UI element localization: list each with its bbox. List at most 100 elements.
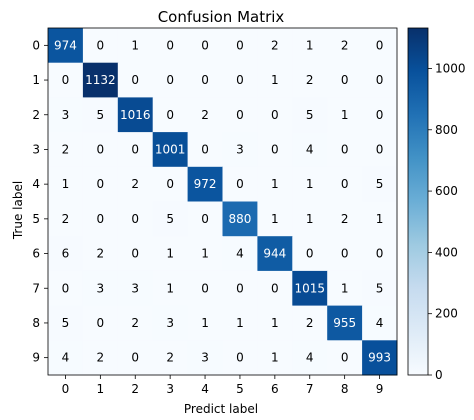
heatmap-cell-value: 0 bbox=[341, 247, 349, 261]
heatmap-cell-value: 1001 bbox=[155, 142, 186, 156]
heatmap-cell bbox=[82, 166, 119, 202]
heatmap-cell-value: 1016 bbox=[120, 108, 151, 122]
heatmap-cell-value: 0 bbox=[166, 38, 174, 52]
heatmap-cell bbox=[257, 28, 293, 64]
heatmap-cell-value: 0 bbox=[201, 212, 209, 226]
heatmap-cell-value: 3 bbox=[236, 142, 244, 156]
heatmap-cell bbox=[117, 166, 154, 202]
heatmap-cell bbox=[187, 340, 223, 376]
heatmap-cell bbox=[82, 270, 119, 307]
heatmap-cell-value: 2 bbox=[341, 212, 349, 226]
heatmap-cell-value: 4 bbox=[62, 351, 70, 365]
heatmap-cell bbox=[82, 305, 119, 341]
heatmap-cell bbox=[82, 97, 119, 133]
heatmap-cell-value: 0 bbox=[376, 73, 384, 87]
heatmap-cell bbox=[362, 305, 398, 341]
colorbar-tick-label: 400 bbox=[435, 245, 458, 259]
heatmap-cell-value: 0 bbox=[306, 247, 314, 261]
heatmap-cell bbox=[48, 270, 84, 307]
heatmap-cell-value: 0 bbox=[341, 177, 349, 191]
heatmap-cell-value: 0 bbox=[271, 108, 279, 122]
heatmap-cell bbox=[82, 132, 119, 168]
heatmap-cell-value: 3 bbox=[131, 281, 139, 295]
x-tick-label: 2 bbox=[131, 382, 139, 396]
heatmap-cell-value: 0 bbox=[341, 73, 349, 87]
heatmap-cell bbox=[292, 28, 328, 64]
heatmap-cell bbox=[362, 236, 398, 272]
heatmap-cells bbox=[47, 27, 398, 376]
heatmap-cell bbox=[117, 340, 154, 376]
heatmap-cell bbox=[82, 201, 119, 237]
heatmap-cell bbox=[292, 340, 328, 376]
heatmap-cell-value: 4 bbox=[306, 142, 314, 156]
heatmap-cell bbox=[152, 201, 189, 237]
heatmap-cell bbox=[187, 132, 223, 168]
heatmap-cell bbox=[222, 270, 258, 307]
heatmap-cell bbox=[152, 166, 189, 202]
heatmap-cell bbox=[222, 132, 258, 168]
heatmap-cell bbox=[327, 132, 363, 168]
heatmap-cell-value: 4 bbox=[236, 247, 244, 261]
heatmap-cell-value: 1 bbox=[341, 281, 349, 295]
heatmap-cell-value: 2 bbox=[62, 142, 70, 156]
heatmap-cell-value: 0 bbox=[131, 142, 139, 156]
heatmap-cell-value: 2 bbox=[97, 351, 105, 365]
colorbar-tick-label: 800 bbox=[435, 123, 458, 137]
heatmap-cell bbox=[48, 201, 84, 237]
x-tick-label: 4 bbox=[201, 382, 209, 396]
x-tick-label: 8 bbox=[341, 382, 349, 396]
heatmap-cell-value: 0 bbox=[271, 281, 279, 295]
heatmap-cell bbox=[187, 270, 223, 307]
heatmap-cell-value: 1 bbox=[236, 316, 244, 330]
heatmap-cell bbox=[362, 62, 398, 98]
heatmap-cell-value: 2 bbox=[271, 38, 279, 52]
heatmap-cell bbox=[327, 340, 363, 376]
heatmap-cell-value: 2 bbox=[131, 316, 139, 330]
heatmap-cell bbox=[152, 305, 189, 341]
y-tick-label: 4 bbox=[32, 177, 40, 191]
y-tick-label: 7 bbox=[32, 281, 40, 295]
heatmap-cell bbox=[152, 62, 189, 98]
heatmap-cell-value: 4 bbox=[376, 316, 384, 330]
heatmap-cell-value: 944 bbox=[263, 247, 286, 261]
heatmap-cell bbox=[292, 270, 328, 307]
heatmap-cell bbox=[257, 166, 293, 202]
heatmap-cell-value: 1 bbox=[201, 247, 209, 261]
heatmap-cell-value: 0 bbox=[201, 38, 209, 52]
heatmap-cell-value: 0 bbox=[236, 351, 244, 365]
heatmap-cell bbox=[187, 305, 223, 341]
heatmap-cell bbox=[187, 166, 223, 202]
heatmap-cell bbox=[187, 62, 223, 98]
heatmap-cell bbox=[117, 97, 154, 133]
y-tick-label: 0 bbox=[32, 38, 40, 52]
heatmap-cell-value: 5 bbox=[306, 108, 314, 122]
heatmap-cell bbox=[257, 62, 293, 98]
heatmap-cell bbox=[222, 305, 258, 341]
heatmap-cell-value: 0 bbox=[236, 73, 244, 87]
heatmap-cell-value: 3 bbox=[201, 351, 209, 365]
heatmap-cell bbox=[362, 132, 398, 168]
heatmap-cell bbox=[292, 132, 328, 168]
x-tick-label: 7 bbox=[306, 382, 314, 396]
heatmap-cell-value: 0 bbox=[62, 73, 70, 87]
colorbar-tick-label: 600 bbox=[435, 184, 458, 198]
heatmap-cell-value: 2 bbox=[341, 38, 349, 52]
heatmap-cell-value: 0 bbox=[97, 142, 105, 156]
heatmap-cell bbox=[117, 132, 154, 168]
heatmap-cell bbox=[292, 201, 328, 237]
heatmap-cell-value: 2 bbox=[97, 247, 105, 261]
heatmap-cell-value: 0 bbox=[201, 142, 209, 156]
heatmap-cell-value: 0 bbox=[131, 73, 139, 87]
heatmap-cell bbox=[117, 270, 154, 307]
heatmap-cell bbox=[362, 166, 398, 202]
y-tick-label: 8 bbox=[32, 316, 40, 330]
heatmap-cell bbox=[48, 62, 84, 98]
heatmap-cell-value: 1132 bbox=[85, 73, 116, 87]
x-tick-label: 3 bbox=[166, 382, 174, 396]
heatmap-cell bbox=[187, 97, 223, 133]
heatmap-cell-value: 1 bbox=[201, 316, 209, 330]
heatmap-cell-value: 1 bbox=[271, 316, 279, 330]
heatmap-cell-value: 0 bbox=[201, 281, 209, 295]
heatmap-cell bbox=[82, 28, 119, 64]
